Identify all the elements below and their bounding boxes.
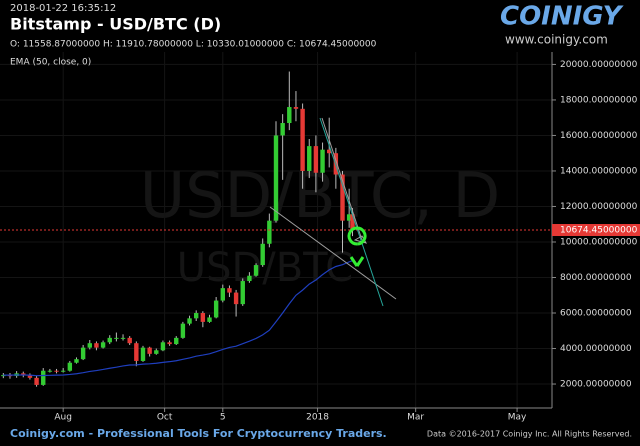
candle-body [74, 359, 79, 363]
watermark: USD/BTC, D [140, 159, 501, 232]
candle-body [267, 220, 272, 244]
indicator-label: EMA (50, close, 0) [10, 58, 91, 68]
candle-body [280, 123, 285, 136]
candle-body [300, 108, 305, 171]
y-tick-label: 2000.00000000 [560, 380, 632, 390]
candle-body [114, 337, 119, 339]
candle-body [320, 149, 325, 173]
candle-body [100, 342, 106, 348]
candle-body [154, 350, 159, 354]
last-price-label: 10674.45000000 [560, 226, 638, 236]
candle-body [174, 337, 179, 345]
x-tick-label: 5 [220, 413, 226, 423]
candle-body [140, 347, 146, 361]
candle-body [180, 323, 186, 338]
x-tick-label: Oct [157, 413, 173, 423]
y-tick-label: 6000.00000000 [560, 309, 632, 319]
candle-body [120, 337, 126, 339]
candle-body [54, 370, 59, 372]
candle-body [350, 214, 355, 231]
candle-body [260, 243, 265, 266]
candle-body [87, 343, 92, 348]
y-tick-label: 20000.00000000 [560, 60, 638, 70]
ema-line [3, 260, 353, 377]
candle-body [94, 343, 99, 348]
candle-body [27, 375, 33, 378]
candle-body [313, 146, 319, 173]
candle-body [127, 337, 132, 344]
candle-body [47, 370, 53, 372]
logo-url: www.coinigy.com [505, 33, 608, 47]
trend-line [319, 117, 384, 307]
logo: COINIGY [500, 2, 625, 32]
candle-body [240, 281, 245, 305]
candle-body [80, 347, 86, 360]
candle-body [134, 343, 139, 361]
candle-body [253, 265, 259, 276]
candle-body [213, 300, 219, 318]
candle-body [247, 275, 252, 282]
candle-body [207, 317, 212, 322]
last-price-box [552, 224, 640, 237]
candle-body [220, 288, 225, 301]
x-tick-label: Mar [407, 413, 424, 423]
candle-body [187, 318, 192, 324]
candle-body [34, 377, 39, 385]
candle-body [21, 373, 26, 376]
trend-line [321, 117, 363, 241]
pin-marker [347, 226, 367, 267]
candle-body [200, 313, 206, 322]
watermark-small: USD/BTC [177, 245, 353, 291]
x-tick-label: May [508, 413, 527, 423]
candle-body [67, 362, 73, 371]
ohlc-line: O: 11558.87000000 H: 11910.78000000 L: 1… [10, 40, 377, 50]
y-tick-label: 8000.00000000 [560, 273, 632, 283]
candle-body [307, 146, 312, 171]
candle-body [107, 337, 112, 343]
candle-body [147, 347, 152, 354]
y-tick-label: 10000.00000000 [560, 237, 638, 247]
y-tick-label: 16000.00000000 [560, 131, 638, 141]
candle-body [327, 149, 332, 154]
chart-title: Bitstamp - USD/BTC (D) [10, 15, 221, 34]
x-tick-label: Aug [54, 413, 72, 423]
candle-body [227, 288, 232, 293]
candle-body [233, 292, 239, 305]
y-tick-label: 12000.00000000 [560, 202, 638, 212]
y-tick-label: 4000.00000000 [560, 344, 632, 354]
x-tick-label: 2018 [306, 413, 329, 423]
candle-body [346, 214, 352, 221]
candle-body [340, 174, 345, 221]
y-tick-label: 18000.00000000 [560, 95, 638, 105]
candle-body [160, 342, 166, 351]
candle-body [193, 313, 199, 319]
timestamp: 2018-01-22 16:35:12 [10, 3, 116, 14]
footer-left: Coinigy.com - Professional Tools For Cry… [10, 427, 387, 440]
candle-body [60, 370, 66, 372]
candle-body [273, 135, 279, 221]
y-tick-label: 14000.00000000 [560, 166, 638, 176]
candle-body [167, 342, 172, 345]
candle-body [293, 107, 299, 109]
candle-body [41, 370, 46, 385]
footer-right: Data ©2016-2017 Coinigy Inc. All Rights … [427, 430, 632, 439]
candle-body [287, 107, 292, 124]
